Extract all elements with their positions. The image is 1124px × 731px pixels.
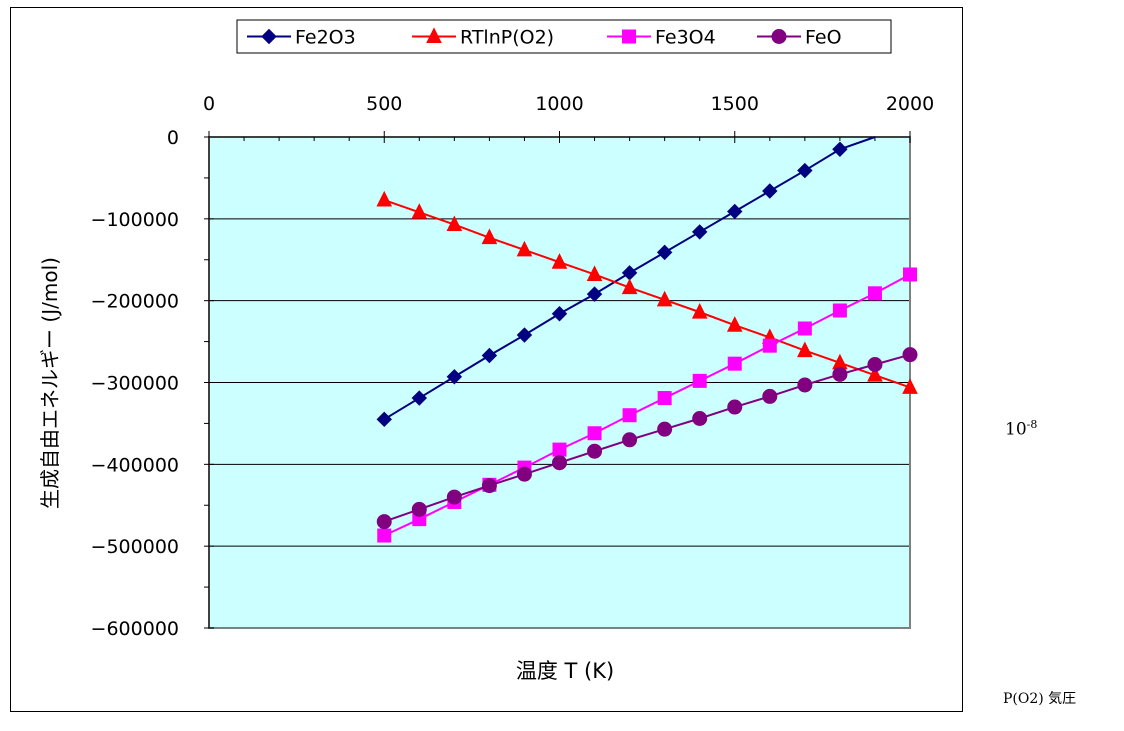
marker-square [692, 373, 707, 388]
marker-triangle [586, 265, 603, 281]
legend: Fe2O3 RTlnP(O2) Fe3O4 FeO [236, 19, 892, 54]
plot-layer [208, 136, 911, 629]
marker-circle [446, 489, 462, 505]
marker-triangle [426, 27, 442, 43]
marker-triangle [621, 278, 638, 295]
marker-circle [832, 366, 848, 382]
marker-diamond [832, 141, 848, 157]
marker-circle [797, 377, 813, 393]
legend-label: RTlnP(O2) [460, 27, 554, 49]
marker-square [622, 408, 637, 423]
marker-circle [657, 421, 673, 437]
marker-triangle [481, 228, 498, 245]
marker-diamond [516, 327, 533, 343]
marker-diamond [586, 286, 603, 302]
marker-triangle [797, 341, 813, 358]
marker-square [727, 356, 742, 371]
series-layer [376, 136, 918, 543]
marker-circle [902, 347, 918, 363]
y-tick-label: 0 [167, 127, 179, 149]
marker-circle [376, 514, 392, 530]
x-axis-title: 温度 T (K) [516, 659, 614, 683]
marker-diamond [797, 162, 813, 179]
marker-square [552, 442, 567, 457]
marker-circle [727, 399, 743, 415]
y-tick-label: −400000 [91, 454, 179, 476]
marker-diamond [446, 369, 463, 385]
marker-square [657, 391, 672, 406]
y-tick-label: −300000 [91, 373, 179, 395]
series-RTlnP(O2) [376, 190, 918, 394]
x-tick-label: 1000 [535, 93, 583, 115]
series-line [383, 273, 911, 537]
x-tick-label: 2000 [886, 93, 934, 115]
marker-diamond [727, 203, 743, 220]
y-tick-label: −200000 [91, 291, 179, 313]
marker-circle [552, 455, 567, 471]
marker-diamond [691, 224, 708, 240]
marker-circle [411, 501, 427, 517]
legend-label: Fe3O4 [655, 27, 716, 49]
pressure-exponent: -8 [1026, 418, 1038, 431]
series-line [383, 353, 911, 523]
y-tick-label: −600000 [91, 618, 179, 640]
pressure-label: P(O2) 気圧 [1003, 691, 1077, 707]
marker-triangle [551, 253, 568, 269]
marker-triangle [446, 215, 463, 232]
marker-diamond [411, 390, 428, 406]
marker-circle [622, 432, 638, 448]
axis-layer: 0 −100000 −200000 −300000 −400000 −500000 −600… [91, 93, 935, 640]
legend-item: RTlnP(O2) [412, 27, 554, 49]
marker-circle [771, 29, 787, 44]
marker-square [867, 286, 882, 301]
legend-item: FeO [757, 27, 842, 49]
marker-triangle [411, 203, 428, 219]
marker-circle [587, 443, 603, 459]
marker-square [797, 321, 812, 336]
marker-diamond [762, 183, 778, 199]
series-Fe2O3 [376, 136, 876, 428]
legend-label: FeO [805, 27, 842, 49]
series-FeO [376, 347, 918, 530]
marker-diamond [551, 306, 568, 322]
legend-item: Fe3O4 [607, 27, 716, 49]
marker-triangle [902, 378, 918, 394]
y-axis-title: 生成自由エネルギー (J/mol) [38, 257, 62, 509]
marker-square [762, 338, 777, 353]
series-line [383, 199, 911, 389]
x-tick-label: 0 [203, 93, 215, 115]
marker-diamond [261, 28, 277, 45]
marker-triangle [867, 366, 883, 382]
marker-square [832, 303, 847, 318]
marker-diamond [481, 347, 498, 364]
marker-square [622, 29, 636, 44]
marker-circle [762, 388, 778, 404]
y-tick-label: −500000 [91, 536, 179, 558]
marker-square [903, 267, 917, 282]
marker-triangle [691, 303, 708, 319]
marker-circle [481, 478, 497, 494]
y-tick-label: −100000 [91, 209, 179, 231]
pressure-base: 10 [1005, 419, 1027, 440]
marker-diamond [656, 244, 673, 261]
marker-triangle [516, 240, 533, 257]
marker-circle [516, 466, 532, 482]
pressure-value: 10-8 [1005, 418, 1037, 440]
marker-diamond [376, 411, 392, 428]
marker-square [587, 426, 602, 441]
legend-label: Fe2O3 [295, 27, 356, 49]
marker-circle [692, 411, 708, 427]
marker-triangle [726, 316, 743, 332]
marker-circle [867, 356, 883, 372]
marker-square [377, 528, 392, 543]
legend-item: Fe2O3 [247, 27, 356, 49]
marker-triangle [376, 190, 393, 207]
x-tick-label: 1500 [711, 93, 759, 115]
marker-triangle [656, 290, 673, 307]
x-tick-label: 500 [366, 93, 402, 115]
